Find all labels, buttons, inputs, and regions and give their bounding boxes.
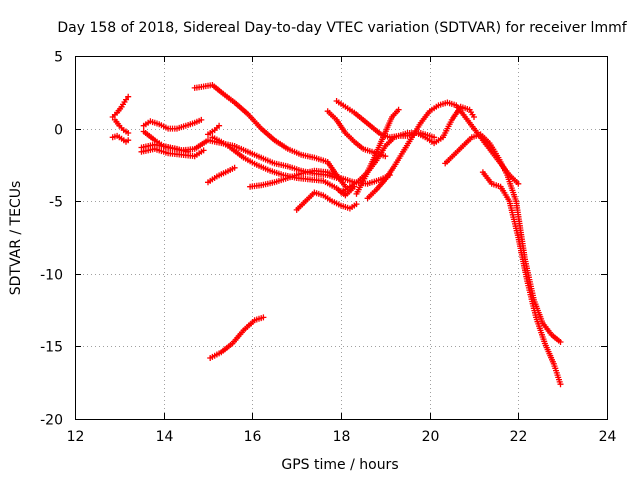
series-arc-l (247, 167, 393, 190)
series-arc-c (111, 116, 132, 136)
axis-ticks: 12 14 16 18 20 22 24 5 0 -5 -10 -15 -20 (40, 50, 616, 446)
y-tick-label: 5 (54, 50, 63, 66)
series-markers (109, 132, 132, 145)
series-markers (293, 189, 360, 213)
x-tick-label: 18 (333, 429, 351, 445)
series-arc-d (140, 116, 205, 132)
data-series (109, 82, 564, 388)
series-markers (205, 122, 223, 138)
x-tick-label: 20 (422, 429, 440, 445)
series-markers (207, 314, 267, 361)
y-tick-label: -10 (40, 268, 63, 284)
series-arc-h (205, 122, 223, 138)
y-axis-label: SDTVAR / TECUs (8, 181, 24, 296)
series-arc-q (353, 106, 402, 197)
series-markers (191, 82, 349, 190)
series-markers (353, 106, 402, 197)
x-axis-label: GPS time / hours (281, 457, 398, 473)
series-markers (140, 116, 205, 132)
series-arc-t (479, 169, 564, 388)
y-tick-label: -20 (40, 413, 63, 429)
x-tick-label: 24 (599, 429, 617, 445)
series-arc-b (109, 132, 132, 145)
series-arc-g (138, 145, 207, 160)
y-tick-label: -15 (40, 340, 63, 356)
series-arc-m (293, 189, 360, 213)
series-arc-i (191, 82, 349, 190)
x-tick-label: 22 (510, 429, 528, 445)
x-tick-label: 16 (244, 429, 262, 445)
series-markers (111, 116, 132, 136)
x-tick-label: 14 (156, 429, 174, 445)
series-arc-a (109, 93, 132, 120)
series-arc-k (205, 164, 238, 186)
series-markers (109, 93, 132, 120)
series-markers (138, 145, 207, 160)
y-tick-label: -5 (49, 195, 63, 211)
series-arc-u (207, 314, 267, 361)
x-tick-label: 12 (67, 429, 85, 445)
series-markers (205, 164, 238, 186)
y-tick-label: 0 (54, 123, 63, 139)
series-arc-s (442, 131, 564, 345)
chart-title: Day 158 of 2018, Sidereal Day-to-day VTE… (57, 20, 627, 36)
series-markers (479, 169, 564, 388)
